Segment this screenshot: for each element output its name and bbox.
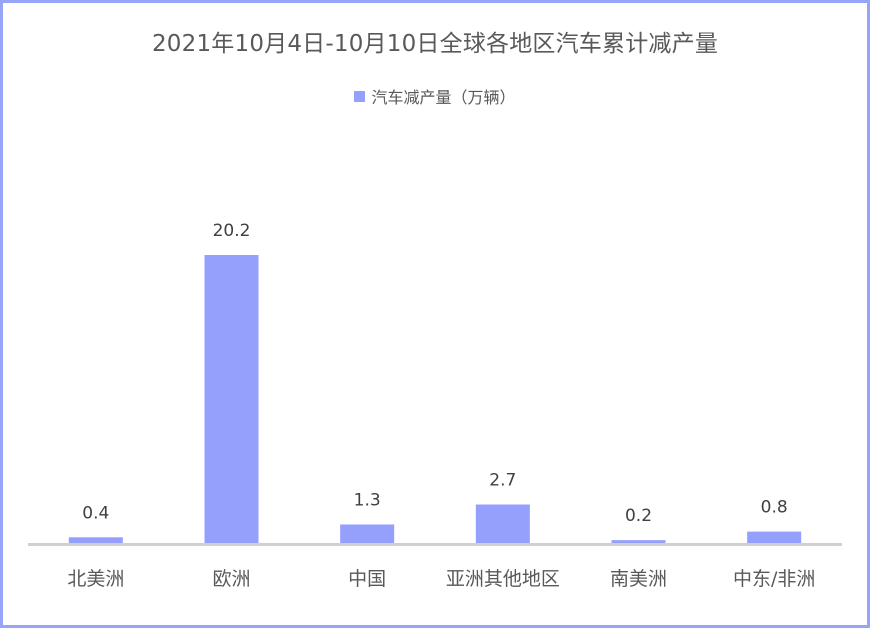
labels-layer: 0.4 北美洲 20.2 欧洲 1.3 中国 2.7 亚洲其他地区 0.2 南美洲 0.8 中东/非洲 bbox=[67, 221, 815, 590]
x-tick-label-2: 中国 bbox=[348, 568, 386, 590]
x-tick-label-0: 北美洲 bbox=[67, 568, 124, 590]
bar-2 bbox=[340, 524, 395, 543]
bar-3 bbox=[475, 504, 530, 543]
bar-1 bbox=[204, 255, 259, 543]
bar-4 bbox=[611, 540, 666, 543]
legend-label: 汽车减产量（万辆） bbox=[371, 88, 516, 107]
chart-title: 2021年10月4日-10月10日全球各地区汽车累计减产量 bbox=[151, 31, 719, 57]
data-label-4: 0.2 bbox=[625, 506, 652, 526]
x-tick-label-5: 中东/非洲 bbox=[733, 568, 815, 590]
data-label-5: 0.8 bbox=[761, 498, 788, 518]
bar-5 bbox=[747, 531, 802, 543]
data-label-2: 1.3 bbox=[354, 490, 381, 510]
legend-swatch bbox=[354, 90, 366, 102]
x-tick-label-3: 亚洲其他地区 bbox=[446, 568, 560, 590]
legend: 汽车减产量（万辆） bbox=[0, 84, 870, 108]
bar-0 bbox=[68, 537, 123, 543]
bars-layer bbox=[68, 255, 802, 543]
data-label-1: 20.2 bbox=[213, 221, 251, 241]
x-tick-label-4: 南美洲 bbox=[610, 568, 667, 590]
data-label-3: 2.7 bbox=[489, 471, 516, 491]
x-tick-label-1: 欧洲 bbox=[212, 568, 250, 590]
data-label-0: 0.4 bbox=[82, 503, 109, 523]
